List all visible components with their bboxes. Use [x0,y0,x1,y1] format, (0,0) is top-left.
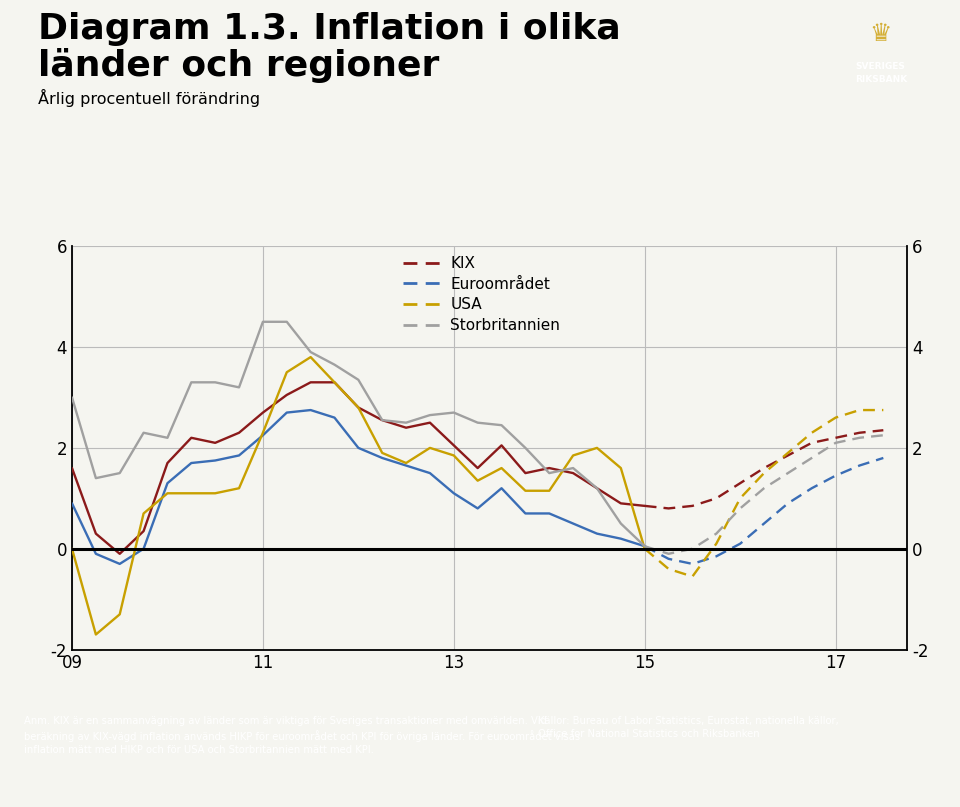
Text: Anm. KIX är en sammanvägning av länder som är viktiga för Sveriges transaktioner: Anm. KIX är en sammanvägning av länder s… [24,716,580,755]
Text: Källor: Bureau of Labor Statistics, Eurostat, nationella källor,
Office for Nati: Källor: Bureau of Labor Statistics, Euro… [538,716,838,739]
Text: ♛: ♛ [870,22,892,46]
Text: länder och regioner: länder och regioner [38,48,440,83]
Text: Diagram 1.3. Inflation i olika: Diagram 1.3. Inflation i olika [38,12,621,46]
Legend: KIX, Euroområdet, USA, Storbritannien: KIX, Euroområdet, USA, Storbritannien [397,249,566,340]
Text: SVERIGES
RIKSBANK: SVERIGES RIKSBANK [854,62,907,84]
Text: Årlig procentuell förändring: Årlig procentuell förändring [38,89,260,107]
